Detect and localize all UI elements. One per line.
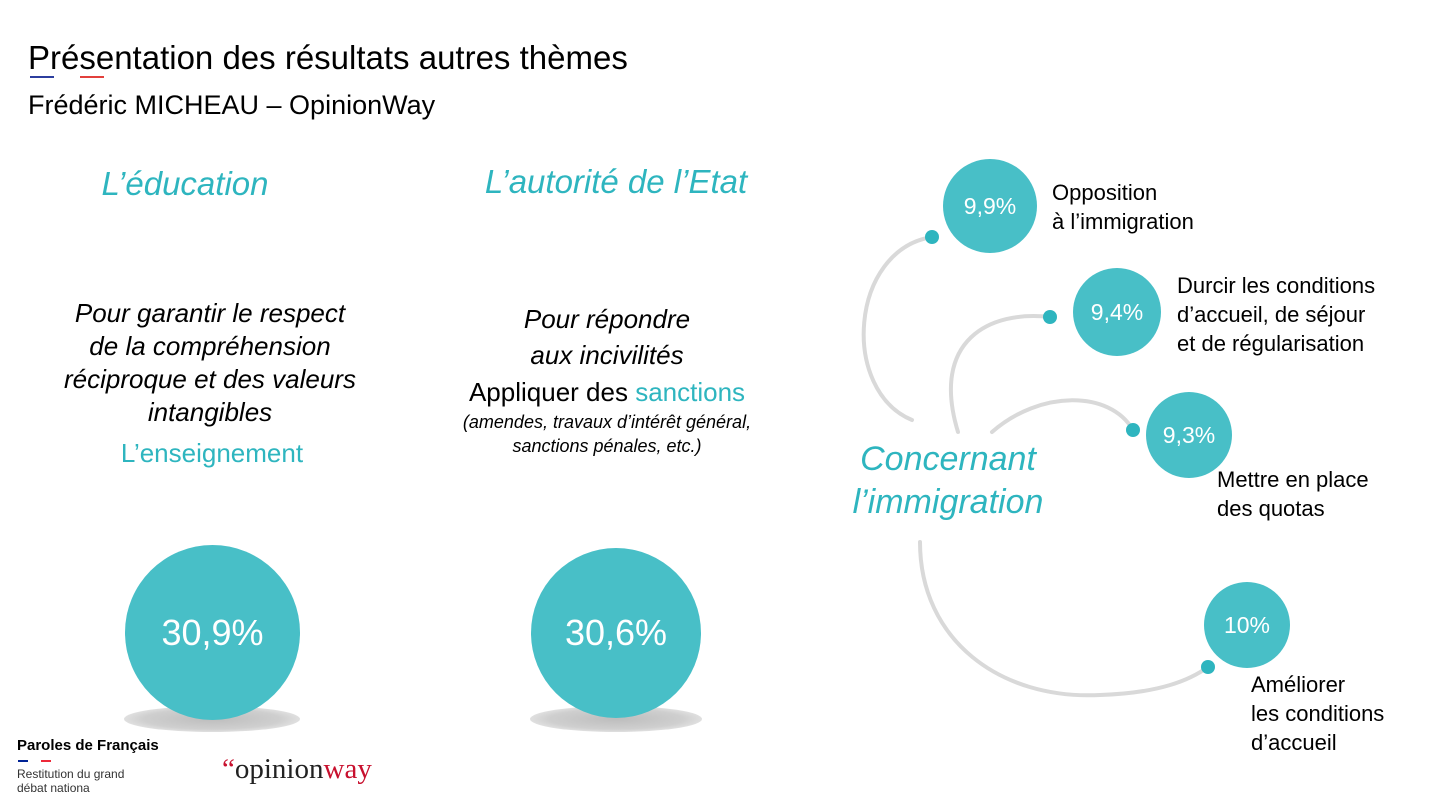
immigration-item-label: Durcir les conditions d’accueil, de séjo…	[1177, 271, 1375, 358]
immigration-item-label-line: des quotas	[1217, 496, 1325, 521]
footer-brand-sub: Restitution du grand débat nationa	[17, 767, 124, 795]
immigration-item-label-line: Opposition	[1052, 180, 1158, 205]
education-percent: 30,9%	[161, 611, 264, 653]
footer-brand-sub-line: débat nationa	[17, 781, 90, 795]
immigration-item-percent: 9,9%	[963, 192, 1017, 219]
immigration-heading-line: Concernant	[860, 440, 1036, 478]
connector-arc	[990, 398, 1135, 434]
education-question-line: de la compréhension	[89, 331, 331, 361]
immigration-item-label: Mettre en place des quotas	[1217, 465, 1369, 523]
immigration-item-label-line: et de régularisation	[1177, 331, 1365, 356]
immigration-item-label-line: Améliorer	[1251, 672, 1346, 697]
immigration-item-percent: 9,3%	[1162, 421, 1216, 448]
immigration-item-label-line: Mettre en place	[1217, 467, 1369, 492]
authority-note-line: (amendes, travaux d’intérêt général,	[462, 412, 752, 432]
immigration-item-circle: 10%	[1204, 582, 1290, 668]
authority-answer-highlight: sanctions	[635, 377, 746, 407]
immigration-item-label-line: à l’immigration	[1052, 209, 1194, 234]
immigration-item-label-line: d’accueil	[1251, 730, 1337, 755]
authority-percent: 30,6%	[564, 612, 668, 653]
immigration-item-label: Améliorer les conditions d’accueil	[1251, 670, 1384, 757]
connector-dot	[1126, 423, 1140, 437]
immigration-item-circle: 9,3%	[1146, 392, 1232, 478]
footer-brand-sub-line: Restitution du grand	[17, 767, 125, 781]
immigration-item-label-line: Durcir les conditions	[1177, 273, 1376, 298]
immigration-item-label-line: d’accueil, de séjour	[1177, 302, 1366, 327]
authority-question-line: aux incivilités	[530, 340, 684, 370]
connector-dot	[925, 230, 939, 244]
education-heading: L’éducation	[101, 165, 269, 202]
logo-quote: “	[222, 753, 235, 785]
authority-question: Pour répondre aux incivilités	[457, 301, 757, 373]
education-question-line: intangibles	[147, 397, 273, 427]
authority-question-line: Pour répondre	[523, 304, 691, 334]
immigration-item-percent: 9,4%	[1090, 298, 1144, 325]
connector-arc	[918, 540, 1210, 698]
immigration-item-label: Opposition à l’immigration	[1052, 178, 1194, 236]
immigration-item-circle: 9,9%	[943, 159, 1037, 253]
education-percent-circle: 30,9%	[125, 545, 300, 720]
title-underline-red	[80, 76, 104, 78]
authority-note: (amendes, travaux d’intérêt général, san…	[420, 410, 794, 458]
connector-dot	[1201, 660, 1215, 674]
logo-word-way: way	[323, 753, 372, 785]
authority-percent-circle: 30,6%	[531, 548, 701, 718]
page-title: Présentation des résultats autres thèmes	[28, 39, 628, 76]
flag-bar-red	[41, 760, 51, 762]
authority-answer: Appliquer des sanctions	[420, 376, 794, 408]
education-question: Pour garantir le respect de la compréhen…	[20, 297, 400, 429]
immigration-item-percent: 10%	[1223, 611, 1271, 638]
connector-arc	[861, 235, 934, 422]
page-subtitle: Frédéric MICHEAU – OpinionWay	[28, 90, 436, 120]
education-answer: L’enseignement	[120, 438, 304, 468]
education-question-line: Pour garantir le respect	[74, 298, 346, 328]
authority-answer-prefix: Appliquer des	[468, 377, 636, 407]
authority-heading: L’autorité de l’Etat	[484, 163, 748, 200]
opinionway-logo: “opinionway	[222, 752, 372, 786]
immigration-item-label-line: les conditions	[1251, 701, 1385, 726]
immigration-heading-line: l’immigration	[852, 483, 1044, 521]
education-question-line: réciproque et des valeurs	[64, 364, 356, 394]
connector-arc	[949, 314, 1052, 434]
connector-dot	[1043, 310, 1057, 324]
authority-note-line: sanctions pénales, etc.)	[512, 436, 702, 456]
footer-brand: Paroles de Français	[17, 737, 159, 754]
logo-word-opinion: opinion	[234, 753, 324, 785]
immigration-item-circle: 9,4%	[1073, 268, 1161, 356]
flag-bar-blue	[18, 760, 28, 762]
immigration-heading: Concernant l’immigration	[828, 438, 1068, 524]
title-underline-blue	[30, 76, 54, 78]
